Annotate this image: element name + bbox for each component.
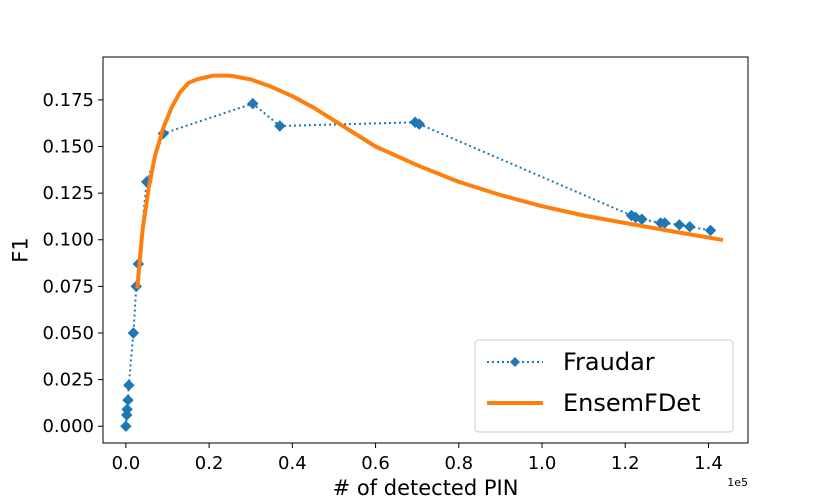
legend: Fraudar EnsemFDet — [474, 339, 734, 433]
y-tick-label: 0.125 — [42, 183, 94, 204]
data-point-fraudar — [704, 224, 717, 237]
data-point-fraudar — [121, 403, 133, 416]
y-axis-ticks: 0.000 0.025 0.050 0.075 0.100 0.125 0.150 0.175 — [42, 90, 103, 437]
x-tick-label: 0.4 — [278, 453, 307, 474]
y-tick-label: 0.150 — [42, 137, 94, 158]
x-tick-label: 1.2 — [611, 453, 640, 474]
data-point-fraudar — [247, 97, 259, 110]
data-point-fraudar — [122, 394, 134, 406]
y-tick-label: 0.050 — [42, 323, 94, 344]
data-point-fraudar — [120, 420, 132, 432]
data-point-fraudar — [127, 327, 140, 339]
data-point-fraudar — [673, 219, 686, 231]
y-tick-label: 0.075 — [42, 276, 94, 297]
legend-label-ensemfdet: EnsemFDet — [563, 389, 700, 417]
data-point-fraudar — [413, 118, 425, 130]
y-tick-label: 0.175 — [42, 90, 94, 111]
x-tick-label: 0.0 — [112, 453, 141, 474]
y-axis-label: F1 — [8, 237, 32, 262]
data-point-fraudar — [659, 217, 671, 229]
x-tick-label: 0.6 — [361, 453, 390, 474]
series-line-ensemfdet — [135, 73, 724, 289]
data-point-fraudar — [684, 220, 696, 233]
data-point-fraudar — [123, 379, 135, 391]
x-axis-ticks: 0.0 0.2 0.4 0.6 0.8 1.0 1.2 1.4 — [112, 443, 723, 474]
legend-marker-fraudar — [510, 357, 520, 367]
x-tick-label: 1.4 — [694, 453, 723, 474]
data-point-fraudar — [274, 120, 286, 132]
x-axis-label: # of detected PIN — [333, 476, 519, 498]
plot-area-frame — [102, 56, 749, 444]
x-tick-label: 1.0 — [528, 453, 557, 474]
legend-label-fraudar: Fraudar — [563, 348, 655, 376]
x-tick-label: 0.2 — [195, 453, 224, 474]
series-layer — [120, 73, 724, 432]
x-axis-offset-text: 1e5 — [727, 476, 748, 489]
y-tick-label: 0.000 — [42, 416, 94, 437]
y-tick-label: 0.025 — [42, 370, 94, 391]
x-tick-label: 0.8 — [444, 453, 473, 474]
y-tick-label: 0.100 — [42, 230, 94, 251]
legend-box — [474, 339, 734, 433]
